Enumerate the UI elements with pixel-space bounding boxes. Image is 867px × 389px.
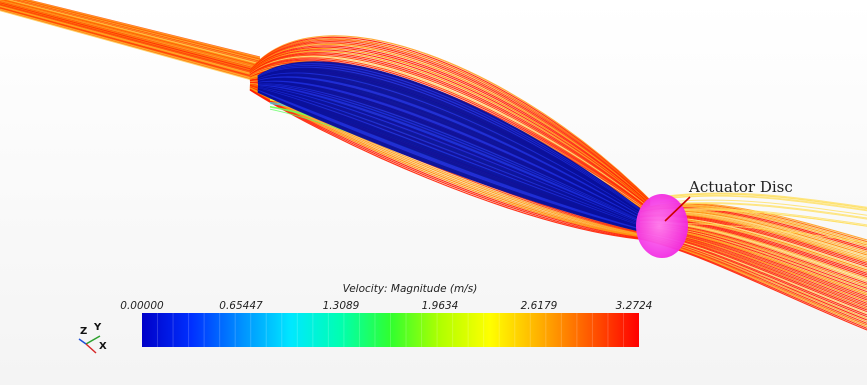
streamline — [257, 91, 641, 232]
streamline — [249, 88, 651, 240]
streamline — [249, 35, 651, 201]
streamline — [659, 195, 867, 212]
streamline — [659, 203, 867, 220]
streamline — [249, 88, 651, 239]
colorbar-bands — [157, 313, 624, 347]
inflow-streamlines — [0, 0, 261, 83]
streamline — [659, 194, 867, 211]
axis-label-x: X — [99, 341, 107, 352]
y-axis-line — [85, 335, 101, 345]
streamline — [249, 55, 651, 210]
streamline — [249, 57, 651, 210]
streamline — [249, 40, 651, 203]
axes-triad — [78, 335, 101, 354]
colorbar-tick: 0.65447 — [219, 300, 263, 312]
colorbar-tick: 0.00000 — [120, 300, 164, 312]
streamline — [659, 208, 867, 226]
colorbar-title: Velocity: Magnitude (m/s) — [342, 283, 478, 295]
actuator-disc-label: Actuator Disc — [689, 178, 793, 196]
streamline — [249, 46, 651, 206]
streamline — [249, 42, 651, 204]
streamline — [659, 193, 867, 209]
streamline — [249, 50, 651, 207]
streamline — [249, 36, 651, 202]
actuator-disc — [636, 194, 688, 258]
colorbar-tick: 1.3089 — [322, 300, 360, 312]
streamline — [659, 209, 867, 227]
bulb-core-streamlines — [257, 61, 641, 232]
annotation-leader-line — [664, 196, 691, 222]
streamline — [249, 58, 651, 211]
streamline — [249, 43, 651, 204]
streamline — [249, 48, 651, 206]
colorbar-gradient — [142, 313, 639, 347]
streamline — [249, 49, 651, 207]
colorbar-tick: 3.2724 — [615, 300, 653, 312]
streamline — [249, 45, 651, 205]
streamline — [249, 39, 651, 203]
streamline — [659, 202, 867, 219]
streamline — [659, 192, 867, 208]
streamline — [0, 10, 261, 83]
streamline — [249, 53, 651, 208]
colorbar-tick: 2.6179 — [520, 300, 558, 312]
colorbar-tick: 1.9634 — [421, 300, 459, 312]
streamline — [249, 51, 651, 208]
streamline — [249, 88, 651, 239]
z-axis-line — [78, 338, 87, 345]
x-axis-line — [85, 343, 97, 354]
streamline — [249, 54, 651, 209]
axis-label-z: Z — [80, 326, 88, 337]
axis-label-y: Y — [94, 322, 102, 333]
streamline — [249, 38, 651, 202]
